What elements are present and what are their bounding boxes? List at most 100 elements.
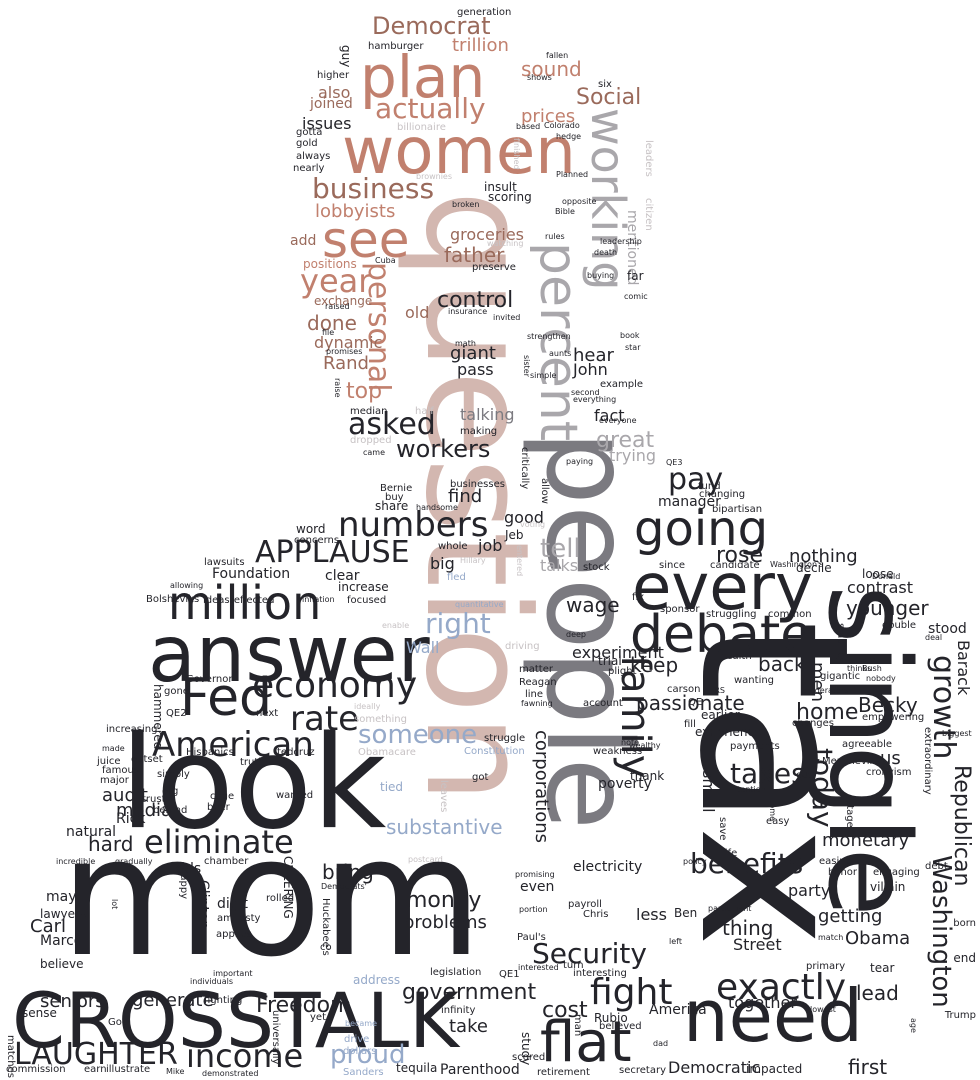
word-economy: economy	[252, 665, 418, 706]
word-allowing: allowing	[170, 581, 204, 590]
word-hillary: Hillary	[460, 556, 486, 565]
word-even: even	[520, 879, 555, 895]
word-save: save	[717, 817, 728, 841]
word-businesses: businesses	[450, 479, 505, 490]
word-top: top	[346, 379, 383, 404]
word-obama: Obama	[845, 928, 911, 949]
word-math: math	[455, 339, 476, 348]
word-matter: matter	[519, 664, 553, 675]
word-keep: keep	[630, 653, 679, 677]
word-based: based	[516, 122, 541, 131]
word-talking: talking	[460, 405, 515, 424]
word-exchange: exchange	[314, 294, 373, 308]
word-pay: pay	[668, 462, 724, 497]
word-us: us	[880, 748, 901, 769]
word-common: common	[768, 609, 812, 620]
word-half: half	[415, 406, 434, 417]
word-cheering: CHEERING	[281, 856, 295, 919]
word-moderators: moderators	[802, 686, 849, 695]
word-bipartisan: bipartisan	[712, 504, 763, 515]
word-first: first	[848, 1055, 888, 1079]
word-stage: stage	[844, 800, 855, 828]
word-planned: Planned	[556, 170, 589, 179]
word-qe1: QE1	[499, 969, 520, 980]
word-colorado: Colorado	[544, 121, 580, 130]
word-rubio: Rubio	[594, 1011, 628, 1025]
word-debt: debt	[925, 861, 948, 872]
word-wage: wage	[566, 593, 620, 617]
word-tedcruz: tedcruz	[277, 747, 315, 758]
word-second: second	[571, 388, 600, 397]
word-democratic: Democratic	[668, 1058, 761, 1077]
word-nothing: nothing	[789, 546, 858, 567]
word-media: media	[116, 800, 173, 821]
word-washington: Washington	[926, 855, 956, 1008]
word-hammered: hammered	[151, 684, 165, 750]
word-governor: Governor	[186, 674, 233, 685]
word-easy: easy	[766, 816, 790, 827]
word-loose: loose	[862, 567, 894, 581]
word-sense: sense	[22, 1006, 57, 1020]
word-yet: yet	[310, 1012, 326, 1023]
word-amnesty: amnesty	[217, 913, 261, 924]
word-driving: driving	[505, 641, 540, 652]
word-irs: IRS	[712, 686, 725, 695]
word-question: question	[394, 190, 559, 804]
word-simple: simple	[530, 371, 557, 380]
word-stability: stability	[835, 623, 846, 663]
word-single: single	[803, 585, 933, 917]
word-scored: scored	[512, 1052, 546, 1063]
word-promising: promising	[515, 870, 555, 879]
word-bolsheviks: Bolsheviks	[146, 594, 200, 605]
word-health: health	[720, 651, 752, 662]
word-entered: entered	[515, 545, 524, 577]
word-wealthy: wealthy	[629, 741, 661, 750]
word-asked: asked	[348, 407, 436, 442]
word-behind: behind	[153, 805, 188, 816]
word-personal: personal	[361, 262, 396, 392]
word-hedge: hedge	[556, 132, 582, 141]
word-insult: insult	[484, 180, 517, 194]
word-thing: thing	[722, 916, 774, 940]
word-quantitative: quantitative	[455, 600, 504, 609]
word-major: major	[100, 775, 129, 786]
word-see: see	[322, 211, 410, 269]
word-famous: famous	[102, 765, 140, 776]
word-huckabee-s: Huckabee's	[320, 898, 331, 956]
word-fact: fact	[594, 406, 625, 425]
word-rose: rose	[716, 543, 764, 568]
word-weakness: weakness	[593, 746, 643, 757]
word-reagan: Reagan	[519, 677, 557, 688]
word-rick: Rick	[116, 811, 146, 827]
word-handsome: handsome	[416, 503, 458, 512]
word-natural: natural	[66, 824, 117, 840]
word-generation: generation	[457, 7, 512, 18]
word-study: study	[519, 1032, 533, 1066]
word-next: next	[256, 708, 279, 719]
word-joined: joined	[310, 96, 353, 112]
word-born: born	[953, 918, 976, 929]
word-good: good	[504, 508, 544, 527]
word-allow: allow	[539, 478, 550, 504]
word-benefits: benefits	[690, 847, 804, 880]
word-foundation: Foundation	[212, 566, 291, 582]
word-fed: Fed	[180, 668, 273, 728]
word-aunts: aunts	[549, 349, 572, 358]
word-easing: easing	[819, 856, 852, 867]
word-tied: tied	[380, 780, 404, 794]
word-bring: bring	[322, 860, 374, 884]
word-left: left	[669, 937, 682, 946]
word-poverty: poverty	[598, 776, 652, 792]
word-concerns: concerns	[294, 535, 340, 546]
word-today: today	[806, 748, 839, 828]
word-ideas: ideas	[203, 595, 230, 606]
word-earlier: earlier	[701, 708, 740, 722]
word-happy: happy	[178, 868, 189, 900]
word-gotta: gotta	[296, 127, 323, 138]
word-million: million	[168, 576, 322, 630]
word-important: important	[213, 969, 253, 978]
word-legislation: legislation	[430, 967, 482, 978]
word-come: come	[768, 799, 777, 822]
word-something: something	[354, 714, 407, 725]
word-reflected: reflected	[230, 595, 275, 606]
